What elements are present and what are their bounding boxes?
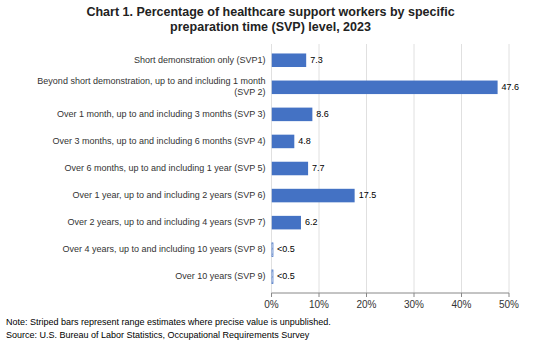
- title-line: Chart 1. Percentage of healthcare suppor…: [86, 5, 454, 19]
- category-label-line: Beyond short demonstration, up to and in…: [37, 76, 265, 86]
- category-label: Beyond short demonstration, up to and in…: [37, 76, 265, 97]
- tick-label: 20%: [357, 299, 377, 310]
- data-label: 7.7: [312, 163, 325, 173]
- x-axis: 0% 10% 20% 30% 40% 50%: [264, 293, 519, 310]
- bar: [272, 108, 313, 122]
- category-label: Over 2 years, up to and including 4 year…: [68, 217, 266, 227]
- tick-mark: [366, 293, 367, 297]
- bar: [272, 53, 307, 67]
- bars: [272, 53, 498, 283]
- tick-label: 40%: [451, 299, 471, 310]
- data-label: 47.6: [502, 82, 520, 92]
- category-label: Over 3 months, up to and including 6 mon…: [53, 136, 266, 146]
- y-axis-labels: Over 10 years (SVP 9) Over 4 years, up to…: [37, 55, 265, 282]
- note: Note: Striped bars represent range estim…: [6, 317, 331, 327]
- category-label-line: (SVP 2): [234, 87, 265, 97]
- category-label-line: Over 6 months, up to and including 1 yea…: [65, 163, 266, 173]
- bar-group: [272, 270, 273, 284]
- note: Source: U.S. Bureau of Labor Statistics,…: [6, 330, 310, 340]
- bar: [272, 81, 498, 95]
- grid: [272, 44, 509, 293]
- data-label: 17.5: [359, 190, 377, 200]
- chart: Chart 1. Percentage of healthcare suppor…: [0, 0, 541, 345]
- tick-label: 50%: [499, 299, 519, 310]
- bar: [272, 189, 355, 203]
- bar: [272, 270, 273, 284]
- x-axis-line: [272, 293, 509, 294]
- tick-label: 30%: [404, 299, 424, 310]
- tick-mark: [461, 293, 462, 297]
- title-line: preparation time (SVP) level, 2023: [170, 20, 371, 34]
- tick-label: 0%: [264, 299, 279, 310]
- data-label: 4.8: [298, 136, 311, 146]
- tick-label: 10%: [309, 299, 329, 310]
- bar-group: [272, 243, 273, 257]
- category-label: Over 4 years, up to and including 10 yea…: [63, 244, 266, 254]
- bar: [272, 135, 295, 149]
- bar-background: [272, 270, 273, 284]
- tick-mark: [509, 293, 510, 297]
- tick-mark: [414, 293, 415, 297]
- category-label-line: Over 10 years (SVP 9): [175, 271, 265, 281]
- bar-background: [272, 243, 273, 257]
- category-label-line: Over 1 year, up to and including 2 years…: [73, 190, 266, 200]
- category-label-line: Over 3 months, up to and including 6 mon…: [53, 136, 266, 146]
- data-label: <0.5: [277, 271, 295, 281]
- category-label: Over 1 year, up to and including 2 years…: [73, 190, 266, 200]
- data-label: 6.2: [305, 217, 318, 227]
- title: Chart 1. Percentage of healthcare suppor…: [86, 5, 454, 34]
- bar: [272, 243, 273, 257]
- tick-mark: [271, 293, 272, 297]
- category-label-line: Over 2 years, up to and including 4 year…: [68, 217, 266, 227]
- category-label-line: Over 4 years, up to and including 10 yea…: [63, 244, 266, 254]
- data-label: 8.6: [316, 109, 329, 119]
- annotations: Note: Striped bars represent range estim…: [6, 317, 331, 340]
- data-labels: <0.5 <0.5 6.2 17.5 7.7 4.8 8.6 47.6 7.3: [277, 55, 519, 282]
- category-label: Short demonstration only (SVP1): [134, 55, 266, 65]
- tick-mark: [319, 293, 320, 297]
- data-label: 7.3: [310, 55, 323, 65]
- category-label-line: Short demonstration only (SVP1): [134, 55, 266, 65]
- bar: [272, 162, 309, 176]
- data-label: <0.5: [277, 244, 295, 254]
- bar: [272, 216, 301, 230]
- category-label: Over 6 months, up to and including 1 yea…: [65, 163, 266, 173]
- category-label-line: Over 1 month, up to and including 3 mont…: [57, 109, 265, 119]
- category-label: Over 10 years (SVP 9): [175, 271, 265, 281]
- category-label: Over 1 month, up to and including 3 mont…: [57, 109, 265, 119]
